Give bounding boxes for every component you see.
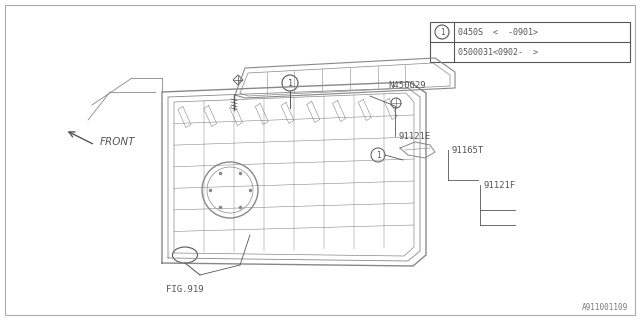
Text: N450029: N450029 — [388, 81, 426, 90]
Text: 1: 1 — [287, 78, 292, 87]
Text: 1: 1 — [440, 28, 444, 36]
Text: 91165T: 91165T — [451, 146, 483, 155]
Text: 91121E: 91121E — [398, 132, 430, 140]
Text: A911001109: A911001109 — [582, 303, 628, 312]
Text: 1: 1 — [376, 150, 380, 159]
Text: FRONT: FRONT — [100, 137, 136, 147]
Text: FIG.919: FIG.919 — [166, 285, 204, 294]
Text: 0450S  <  -0901>: 0450S < -0901> — [458, 28, 538, 36]
Text: 0500031<0902-  >: 0500031<0902- > — [458, 47, 538, 57]
Text: 91121F: 91121F — [483, 180, 515, 189]
Bar — [430, 22, 630, 62]
